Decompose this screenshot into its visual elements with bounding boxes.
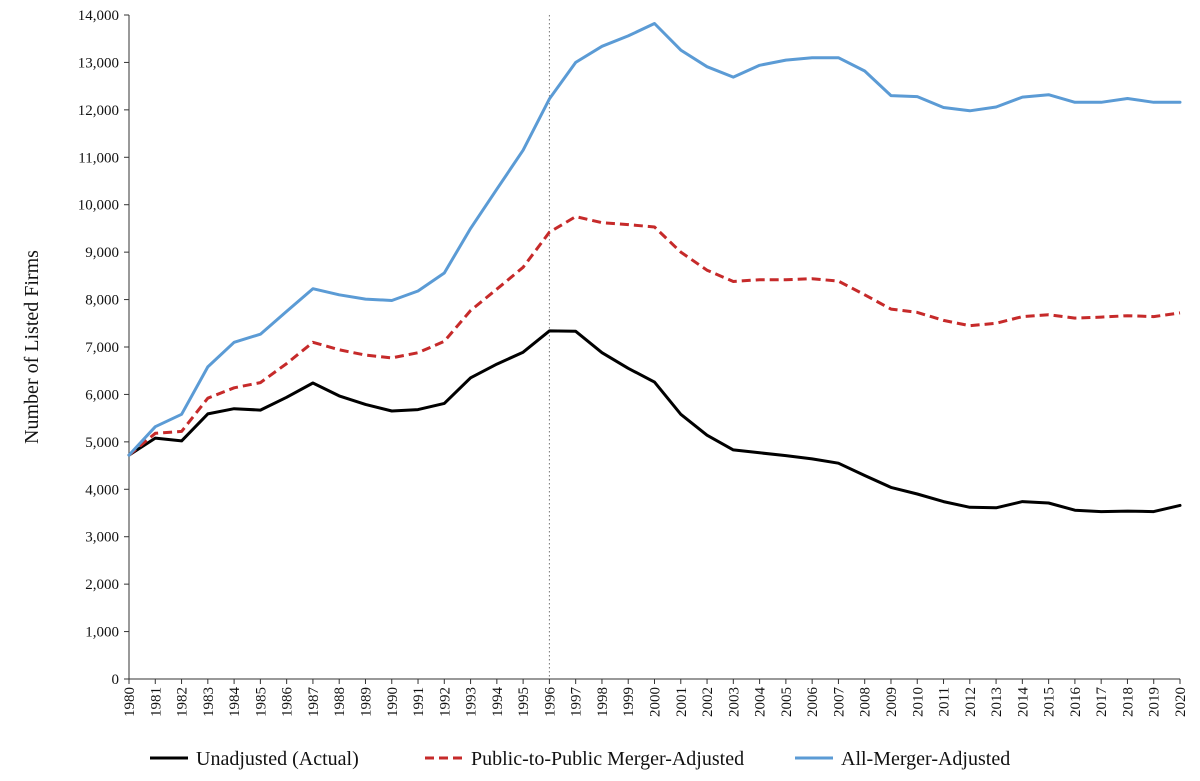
x-tick-label: 2010 bbox=[910, 687, 926, 717]
x-tick-label: 1982 bbox=[175, 687, 191, 717]
legend-label-3: All-Merger-Adjusted bbox=[841, 748, 1010, 770]
x-tick-label: 2003 bbox=[726, 687, 742, 717]
x-tick-label: 1985 bbox=[253, 687, 269, 717]
x-tick-label: 2017 bbox=[1094, 687, 1110, 718]
x-tick-label: 2011 bbox=[937, 687, 953, 716]
x-tick-label: 1998 bbox=[595, 687, 611, 717]
x-tick-label: 1993 bbox=[464, 687, 480, 717]
series-layer bbox=[127, 15, 1182, 679]
x-tick-label: 1999 bbox=[621, 687, 637, 717]
y-tick-label: 14,000 bbox=[78, 8, 119, 24]
y-axis-ticks: 0 1,000 2,000 3,000 4,000 5,000 6,000 7,000 8,00… bbox=[78, 8, 129, 688]
x-tick-label: 1988 bbox=[332, 687, 348, 717]
x-tick-label: 2008 bbox=[858, 687, 874, 717]
legend-label-2: Public-to-Public Merger-Adjusted bbox=[471, 748, 744, 770]
x-tick-label: 1997 bbox=[569, 687, 585, 718]
y-tick-label: 12,000 bbox=[78, 103, 119, 119]
y-tick-label: 6,000 bbox=[85, 387, 119, 403]
x-tick-label: 1984 bbox=[227, 687, 243, 718]
y-tick-label: 5,000 bbox=[85, 435, 119, 451]
x-tick-label: 2004 bbox=[753, 687, 769, 718]
y-tick-label: 8,000 bbox=[85, 293, 119, 309]
x-tick-label: 2019 bbox=[1147, 687, 1163, 717]
x-tick-label: 2002 bbox=[700, 687, 716, 717]
y-tick-label: 3,000 bbox=[85, 530, 119, 546]
x-tick-label: 2006 bbox=[805, 687, 821, 718]
x-tick-label: 2015 bbox=[1042, 687, 1058, 717]
x-tick-label: 2016 bbox=[1068, 687, 1084, 718]
series-line-3 bbox=[127, 22, 1182, 457]
x-tick-label: 2014 bbox=[1015, 687, 1031, 718]
legend: Unadjusted (Actual) Public-to-Public Merg… bbox=[150, 748, 1010, 770]
x-tick-label: 1994 bbox=[490, 687, 506, 718]
y-axis-title: Number of Listed Firms bbox=[21, 250, 43, 444]
x-tick-label: 2001 bbox=[674, 687, 690, 717]
x-tick-label: 1983 bbox=[201, 687, 217, 717]
x-tick-label: 2012 bbox=[963, 687, 979, 717]
y-tick-label: 13,000 bbox=[78, 55, 119, 71]
x-tick-label: 2009 bbox=[884, 687, 900, 717]
y-tick-label: 4,000 bbox=[85, 482, 119, 498]
legend-label-1: Unadjusted (Actual) bbox=[196, 748, 359, 770]
x-tick-label: 1980 bbox=[122, 687, 138, 717]
x-tick-label: 2000 bbox=[648, 687, 664, 717]
y-tick-label: 7,000 bbox=[85, 340, 119, 356]
y-tick-label: 11,000 bbox=[78, 150, 119, 166]
x-tick-label: 2007 bbox=[831, 687, 847, 718]
x-tick-label: 2020 bbox=[1173, 687, 1189, 717]
x-tick-label: 2013 bbox=[989, 687, 1005, 717]
x-tick-label: 1989 bbox=[358, 687, 374, 717]
x-tick-label: 1991 bbox=[411, 687, 427, 717]
x-axis-ticks: 1980 1981 1982 1983 1984 1985 1986 1987 1988 1989… bbox=[122, 679, 1189, 717]
y-tick-label: 1,000 bbox=[85, 625, 119, 641]
x-tick-label: 2005 bbox=[779, 687, 795, 717]
x-tick-label: 1992 bbox=[437, 687, 453, 717]
x-tick-label: 2018 bbox=[1120, 687, 1136, 717]
x-tick-label: 1981 bbox=[148, 687, 164, 717]
y-tick-label: 0 bbox=[112, 672, 120, 688]
x-tick-label: 1995 bbox=[516, 687, 532, 717]
series-line-1 bbox=[127, 329, 1182, 514]
x-tick-label: 1987 bbox=[306, 687, 322, 718]
x-tick-label: 1986 bbox=[280, 687, 296, 718]
y-tick-label: 9,000 bbox=[85, 245, 119, 261]
x-tick-label: 1996 bbox=[542, 687, 558, 718]
series-line-2 bbox=[128, 215, 1181, 457]
y-tick-label: 2,000 bbox=[85, 577, 119, 593]
x-tick-label: 1990 bbox=[385, 687, 401, 717]
y-tick-label: 10,000 bbox=[78, 198, 119, 214]
